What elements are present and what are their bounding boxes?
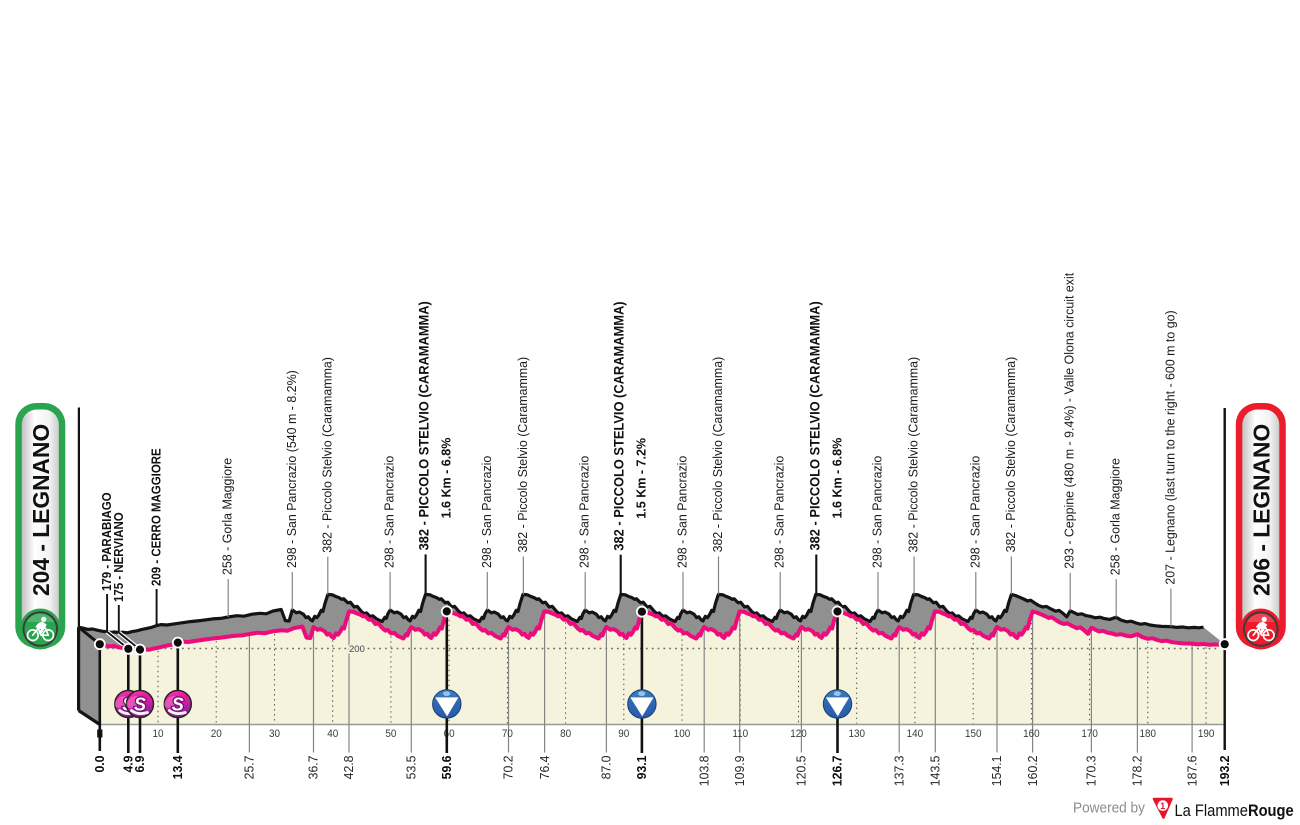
svg-text:170.3: 170.3: [1083, 756, 1099, 787]
svg-text:0.0: 0.0: [92, 756, 108, 773]
svg-text:137.3: 137.3: [891, 756, 907, 787]
svg-text:298 - San Pancrazio: 298 - San Pancrazio: [576, 456, 591, 568]
svg-text:382 - Piccolo Stelvio (Caramam: 382 - Piccolo Stelvio (Caramamma): [515, 357, 530, 553]
svg-text:1: 1: [1160, 801, 1165, 811]
svg-text:298 - San Pancrazio: 298 - San Pancrazio: [674, 456, 689, 568]
svg-text:382 - PICCOLO STELVIO (CARAMAM: 382 - PICCOLO STELVIO (CARAMAMMA): [611, 301, 627, 550]
svg-text:206 - LEGNANO: 206 - LEGNANO: [1248, 424, 1274, 596]
svg-text:S: S: [172, 695, 184, 715]
svg-text:298 - San Pancrazio (540 m - 8: 298 - San Pancrazio (540 m - 8.2%): [283, 370, 298, 568]
svg-text:298 - San Pancrazio: 298 - San Pancrazio: [771, 456, 786, 568]
svg-text:178.2: 178.2: [1129, 756, 1145, 787]
svg-text:87.0: 87.0: [598, 756, 614, 780]
svg-text:120: 120: [790, 729, 807, 741]
svg-text:S: S: [134, 695, 146, 715]
svg-text:53.5: 53.5: [403, 756, 419, 780]
svg-text:4.9: 4.9: [120, 756, 136, 773]
svg-text:110: 110: [732, 729, 748, 741]
svg-text:La FlammeRouge: La FlammeRouge: [1175, 802, 1294, 820]
svg-text:70: 70: [502, 729, 513, 741]
svg-text:170: 170: [1081, 729, 1098, 741]
svg-text:382 - Piccolo Stelvio (Caramam: 382 - Piccolo Stelvio (Caramamma): [1003, 357, 1018, 553]
svg-text:20: 20: [211, 729, 222, 741]
svg-text:293 - Ceppine (480 m - 9.4%) -: 293 - Ceppine (480 m - 9.4%) - Valle Olo…: [1061, 272, 1076, 568]
svg-text:42.8: 42.8: [341, 756, 357, 780]
svg-text:298 - San Pancrazio: 298 - San Pancrazio: [869, 456, 884, 568]
svg-text:382 - PICCOLO STELVIO (CARAMAM: 382 - PICCOLO STELVIO (CARAMAMMA): [807, 301, 823, 550]
svg-text:209 - CERRO MAGGIORE: 209 - CERRO MAGGIORE: [149, 448, 164, 586]
svg-text:179 - PARABIAGO: 179 - PARABIAGO: [99, 492, 114, 591]
svg-text:36.7: 36.7: [305, 756, 321, 780]
svg-text:1.6 Km - 6.8%: 1.6 Km - 6.8%: [438, 437, 453, 518]
svg-text:100: 100: [674, 729, 691, 741]
svg-text:30: 30: [269, 729, 280, 741]
svg-text:180: 180: [1140, 729, 1157, 741]
svg-text:13.4: 13.4: [170, 755, 186, 780]
svg-text:200: 200: [349, 644, 365, 655]
svg-text:93.1: 93.1: [634, 756, 650, 780]
svg-text:59.6: 59.6: [439, 756, 455, 780]
svg-text:25.7: 25.7: [241, 756, 257, 780]
svg-text:120.5: 120.5: [793, 756, 809, 787]
svg-text:150: 150: [965, 729, 982, 741]
svg-text:126.7: 126.7: [829, 756, 845, 787]
svg-text:50: 50: [385, 729, 396, 741]
svg-text:204 - LEGNANO: 204 - LEGNANO: [27, 424, 53, 596]
svg-text:70.2: 70.2: [500, 756, 516, 780]
svg-text:382 - Piccolo Stelvio (Caramam: 382 - Piccolo Stelvio (Caramamma): [710, 357, 725, 553]
svg-text:382 - Piccolo Stelvio (Caramam: 382 - Piccolo Stelvio (Caramamma): [905, 357, 920, 553]
svg-text:207 - Legnano (last turn to th: 207 - Legnano (last turn to the right - …: [1162, 310, 1177, 584]
svg-text:298 - San Pancrazio: 298 - San Pancrazio: [478, 456, 493, 568]
svg-text:258 - Gorla Maggiore: 258 - Gorla Maggiore: [219, 458, 234, 575]
svg-text:130: 130: [848, 729, 865, 741]
svg-text:140: 140: [907, 729, 924, 741]
svg-text:200: 200: [349, 644, 365, 655]
svg-text:76.4: 76.4: [536, 756, 552, 780]
svg-text:154.1: 154.1: [989, 756, 1005, 787]
svg-text:382 - Piccolo Stelvio (Caramam: 382 - Piccolo Stelvio (Caramamma): [319, 357, 334, 553]
svg-text:382 - PICCOLO STELVIO (CARAMAM: 382 - PICCOLO STELVIO (CARAMAMMA): [416, 301, 432, 550]
svg-text:40: 40: [327, 729, 338, 741]
svg-text:160: 160: [1023, 729, 1040, 741]
svg-text:109.9: 109.9: [731, 756, 747, 787]
svg-text:175 - NERVIANO: 175 - NERVIANO: [111, 512, 126, 602]
svg-text:187.6: 187.6: [1184, 756, 1200, 787]
svg-text:298 - San Pancrazio: 298 - San Pancrazio: [381, 456, 396, 568]
svg-text:103.8: 103.8: [696, 756, 712, 787]
svg-text:258 - Gorla Maggiore: 258 - Gorla Maggiore: [1107, 458, 1122, 575]
svg-text:1.6 Km - 6.8%: 1.6 Km - 6.8%: [829, 437, 844, 518]
svg-text:298 - San Pancrazio: 298 - San Pancrazio: [967, 456, 982, 568]
svg-text:80: 80: [560, 729, 571, 741]
svg-text:10: 10: [152, 729, 163, 741]
svg-text:6.9: 6.9: [132, 756, 148, 773]
svg-text:90: 90: [618, 729, 629, 741]
svg-text:1.5 Km - 7.2%: 1.5 Km - 7.2%: [633, 437, 648, 518]
svg-text:Powered by: Powered by: [1073, 799, 1145, 815]
svg-text:193.2: 193.2: [1216, 756, 1232, 787]
svg-text:143.5: 143.5: [927, 756, 943, 787]
svg-text:160.2: 160.2: [1024, 756, 1040, 787]
svg-text:190: 190: [1198, 729, 1215, 741]
svg-text:60: 60: [444, 729, 455, 741]
